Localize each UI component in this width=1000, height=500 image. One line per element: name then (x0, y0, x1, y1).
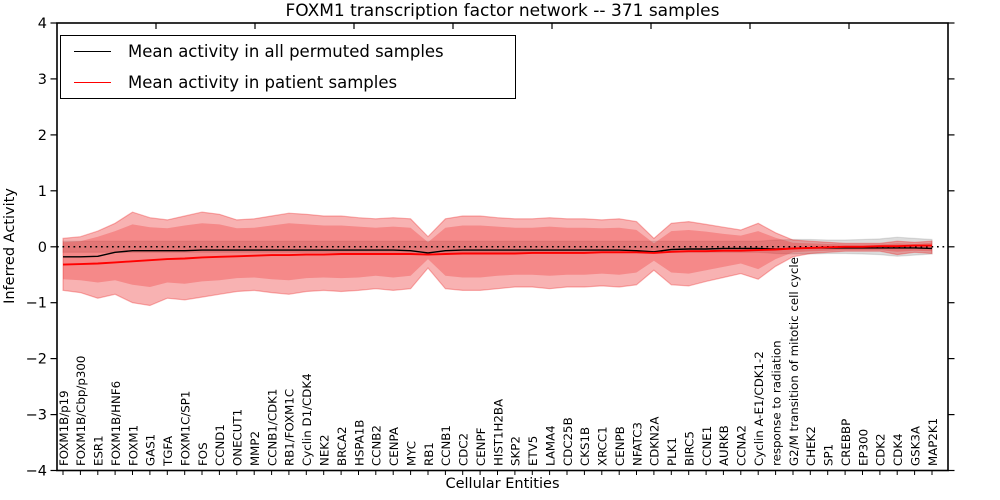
y-axis-label: Inferred Activity (2, 188, 18, 304)
band (62, 211, 933, 307)
x-tick-label: BIRC5 (683, 431, 697, 466)
x-tick-label: CCNB1/CDK1 (265, 389, 279, 466)
x-tick-label: GAS1 (144, 434, 158, 466)
y-axis-ticks: 4 3 2 1 0 −1 −2 −3 −4 (26, 16, 955, 480)
x-tick-label: Cyclin A-E1/CDK1-2 (752, 351, 766, 466)
x-tick-label: G2/M transition of mitotic cell cycle (787, 257, 801, 466)
x-tick-label: CDKN2A (648, 417, 662, 466)
legend: Mean activity in all permuted samples Me… (60, 35, 516, 99)
legend-line-sample-red (74, 82, 111, 83)
x-tick-label: FOXM1B/HNF6 (109, 381, 123, 466)
y-tick-label: 1 (38, 184, 47, 200)
x-tick-label: RB1/FOXM1C (283, 389, 297, 466)
x-tick-label: FOXM1 (126, 425, 140, 466)
y-tick-label: −1 (26, 296, 47, 312)
x-tick-label: XRCC1 (596, 426, 610, 466)
y-tick-label: −4 (26, 464, 47, 480)
x-tick-label: RB1 (422, 442, 436, 466)
x-tick-label: FOS (196, 442, 210, 466)
legend-line-sample-black (74, 51, 111, 52)
x-tick-label: TGFA (161, 436, 175, 467)
x-tick-label: ONECUT1 (231, 409, 245, 466)
series-line (62, 244, 932, 266)
x-tick-label: CENPB (613, 426, 627, 466)
x-tick-label: ETV5 (526, 436, 540, 466)
x-tick-label: CCNB1 (439, 425, 453, 466)
x-tick-label: CCND1 (213, 424, 227, 466)
x-tick-label: MYC (404, 441, 418, 466)
x-tick-label: GSK3A (908, 426, 922, 466)
x-tick-label: CHEK2 (804, 426, 818, 466)
legend-label-permuted: Mean activity in all permuted samples (128, 42, 444, 61)
x-tick-label: EP300 (856, 429, 870, 466)
x-tick-label: AURKB (717, 425, 731, 466)
x-tick-label: FOXM1C/SP1 (179, 391, 193, 466)
x-tick-label: HIST1H2BA (491, 399, 505, 466)
x-tick-label: HSPA1B (352, 420, 366, 466)
y-tick-label: −3 (26, 408, 47, 424)
x-tick-label: CKS1B (578, 427, 592, 466)
y-tick-label: 2 (38, 128, 47, 144)
x-tick-label: FOXM1B/Cbp/p300 (74, 356, 88, 466)
x-tick-label: CDK2 (874, 433, 888, 466)
chart-title: FOXM1 transcription factor network -- 37… (285, 1, 720, 21)
x-tick-label: SKP2 (509, 436, 523, 466)
x-tick-label: CDC25B (561, 417, 575, 466)
x-tick-label: CCNA2 (735, 425, 749, 466)
y-tick-label: 0 (38, 240, 47, 256)
x-tick-label: Cyclin D1/CDK4 (300, 373, 314, 466)
x-tick-label: ESR1 (92, 435, 106, 466)
x-tick-label: NEK2 (318, 434, 332, 466)
x-axis-ticks (62, 470, 933, 475)
x-tick-label: PLK1 (665, 437, 679, 466)
series-lines (62, 244, 933, 266)
x-tick-label: response to radiation (769, 340, 783, 466)
x-tick-label: CDK4 (891, 433, 905, 466)
x-tick-label: SP1 (822, 444, 836, 466)
x-tick-label: BRCA2 (335, 426, 349, 466)
x-tick-label: MAP2K1 (926, 418, 940, 466)
x-tick-label: CENPA (387, 427, 401, 466)
legend-label-patient: Mean activity in patient samples (128, 73, 398, 92)
x-tick-label: MMP2 (248, 431, 262, 466)
x-tick-label: CCNB2 (370, 425, 384, 466)
legend-item-patient: Mean activity in patient samples (61, 73, 515, 92)
x-tick-label: LAMA4 (543, 425, 557, 466)
y-tick-label: 4 (38, 16, 47, 32)
x-tick-label: CCNE1 (700, 426, 714, 466)
x-tick-labels: FOXM1B/p19 FOXM1B/Cbp/p300 ESR1 FOXM1B/HNF6… (57, 257, 940, 467)
x-tick-label: FOXM1B/p19 (57, 390, 71, 466)
x-tick-label: CDC2 (457, 433, 471, 466)
x-tick-label: NFATC3 (630, 422, 644, 466)
y-tick-label: −2 (26, 352, 47, 368)
x-axis-label: Cellular Entities (445, 476, 560, 492)
y-tick-label: 3 (38, 72, 47, 88)
band (63, 223, 932, 287)
x-tick-label: CREBBP (839, 419, 853, 466)
top-ticks (155, 23, 850, 29)
x-tick-label: CENPF (474, 427, 488, 466)
legend-item-permuted: Mean activity in all permuted samples (61, 42, 515, 61)
